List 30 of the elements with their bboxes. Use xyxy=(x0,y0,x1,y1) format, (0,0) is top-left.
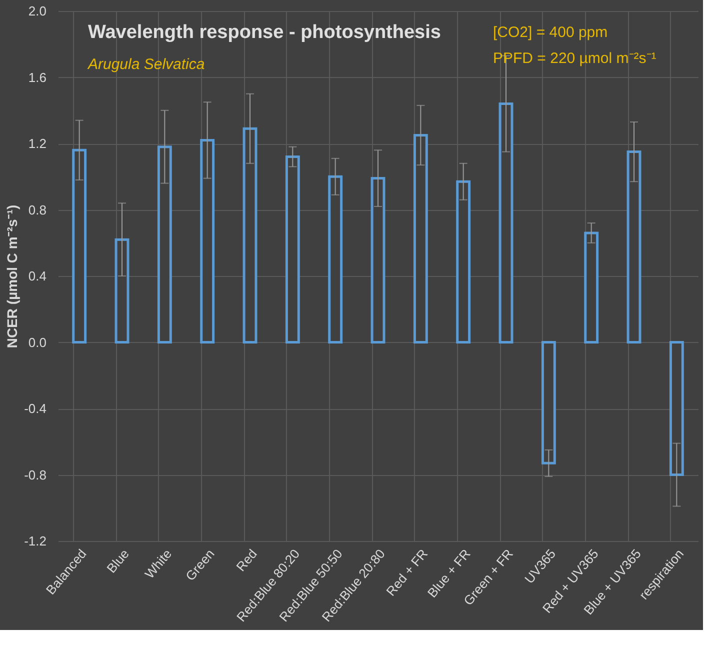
y-tick-label: 1.6 xyxy=(28,70,46,85)
bar xyxy=(498,102,514,344)
bar xyxy=(413,134,428,344)
y-tick-label: -1.2 xyxy=(24,534,46,548)
y-tick-label: 0.8 xyxy=(28,202,46,218)
y-tick-label: -0.8 xyxy=(24,467,46,482)
y-axis-title: NCER (µmol C m⁻²s⁻¹) xyxy=(4,204,20,348)
y-tick-label: 2.0 xyxy=(28,4,46,18)
bar xyxy=(72,148,87,344)
y-tick-label: 0.0 xyxy=(28,334,46,350)
bar xyxy=(584,232,599,344)
text: Arugula Selvatica xyxy=(87,56,205,73)
text: Wavelength response - photosynthesis xyxy=(88,22,441,43)
bar xyxy=(200,138,215,344)
bar xyxy=(114,238,130,344)
y-tick-label: -0.4 xyxy=(24,401,46,416)
bar xyxy=(157,146,172,344)
annotation: [CO2] = 400 ppm xyxy=(493,24,608,41)
x-tick-label: Blue xyxy=(104,546,132,576)
bar xyxy=(669,341,684,476)
bar xyxy=(328,175,343,344)
y-tick-label: 0.4 xyxy=(28,268,46,284)
bar xyxy=(541,341,556,464)
bar xyxy=(456,180,471,344)
bar xyxy=(626,150,642,344)
bar xyxy=(370,177,386,344)
bar xyxy=(242,127,258,344)
annotation: PPFD = 220 µmol m⁻²s⁻¹ xyxy=(493,50,656,67)
y-tick-label: 1.2 xyxy=(28,136,46,151)
bar xyxy=(285,156,300,344)
